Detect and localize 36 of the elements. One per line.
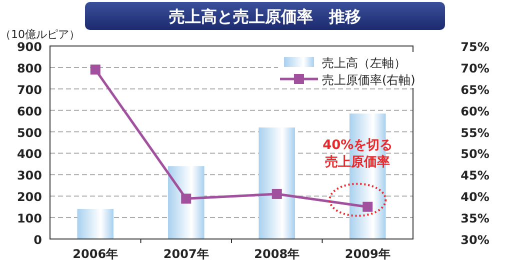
- point: [90, 64, 100, 75]
- y2-tick-label: 55%: [460, 126, 490, 140]
- point: [272, 188, 282, 199]
- y2-tick-label: 50%: [460, 147, 490, 162]
- bar: [77, 208, 114, 239]
- y-tick-label: 300: [16, 168, 42, 183]
- x-tick-label: 2007年: [163, 247, 209, 261]
- y-tick-label: 600: [16, 104, 42, 118]
- y2-tick-label: 30%: [460, 233, 490, 247]
- y2-tick-label: 65%: [460, 82, 490, 97]
- y-tick-label: 500: [16, 126, 42, 140]
- y-tick-label: 0: [34, 233, 42, 247]
- y2-tick-label: 60%: [460, 104, 490, 118]
- bar: [258, 127, 296, 239]
- x-tick-label: 2006年: [72, 247, 118, 261]
- y-tick-label: 800: [16, 61, 42, 76]
- y-tick-label: 100: [16, 212, 42, 226]
- y-tick-label: 700: [16, 82, 42, 97]
- y2-tick-label: 75%: [460, 40, 490, 54]
- point: [181, 194, 192, 204]
- bar: [168, 166, 204, 239]
- chart-title: 売上高と売上原価率 推移: [169, 7, 361, 26]
- x-tick-label: 2009年: [344, 247, 390, 261]
- x-tick-label: 2008年: [254, 247, 300, 261]
- y2-tick-label: 40%: [460, 190, 490, 204]
- y-tick-label: 400: [16, 147, 42, 162]
- y2-tick-label: 70%: [460, 61, 490, 76]
- y2-tick-label: 35%: [460, 212, 490, 226]
- y2-tick-label: 45%: [460, 168, 490, 183]
- legend-label: 売上高（左軸）: [322, 56, 406, 70]
- y-tick-label: 900: [16, 40, 42, 54]
- annotation: 40%を切る売上原価率: [322, 138, 393, 170]
- legend-label: 売上原価率(右軸): [322, 73, 416, 87]
- y-tick-label: 200: [16, 190, 42, 204]
- y-axis-title: （10億ルピア）: [0, 28, 80, 41]
- point: [362, 202, 373, 212]
